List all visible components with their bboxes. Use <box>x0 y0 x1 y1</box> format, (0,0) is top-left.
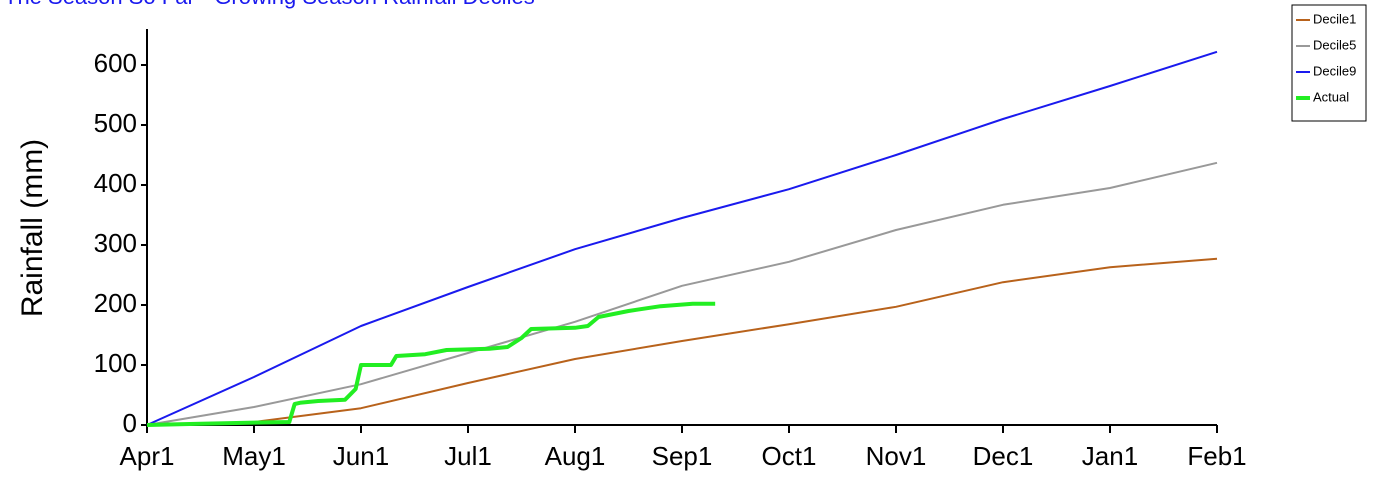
x-tick-label: Jan1 <box>1082 441 1138 471</box>
x-tick-label: Feb1 <box>1187 441 1246 471</box>
x-tick-label: Nov1 <box>866 441 927 471</box>
x-tick-label: May1 <box>222 441 286 471</box>
y-tick-label: 600 <box>94 48 137 78</box>
legend-label: Decile5 <box>1313 37 1356 52</box>
y-axis-label: Rainfall (mm) <box>16 139 49 317</box>
x-tick-label: Apr1 <box>120 441 175 471</box>
x-tick-label: Jul1 <box>444 441 492 471</box>
x-tick-label: Oct1 <box>762 441 817 471</box>
x-tick-label: Aug1 <box>545 441 606 471</box>
y-tick-label: 400 <box>94 168 137 198</box>
y-tick-label: 200 <box>94 288 137 318</box>
x-tick-label: Sep1 <box>652 441 713 471</box>
x-tick-label: Dec1 <box>973 441 1034 471</box>
x-tick-label: Jun1 <box>333 441 389 471</box>
legend-label: Decile1 <box>1313 11 1356 26</box>
series-line <box>146 161 1218 426</box>
y-tick-label: 300 <box>94 228 137 258</box>
legend-label: Actual <box>1313 89 1349 104</box>
y-tick-label: 0 <box>123 408 137 438</box>
series-line <box>146 50 1218 426</box>
chart-title: The Season So Far - Growing Season Rainf… <box>4 0 535 9</box>
legend-box <box>1291 4 1367 122</box>
legend-label: Decile9 <box>1313 63 1356 78</box>
series-line <box>146 301 716 427</box>
series-line <box>146 257 1218 426</box>
y-tick-label: 100 <box>94 348 137 378</box>
y-tick-label: 500 <box>94 108 137 138</box>
